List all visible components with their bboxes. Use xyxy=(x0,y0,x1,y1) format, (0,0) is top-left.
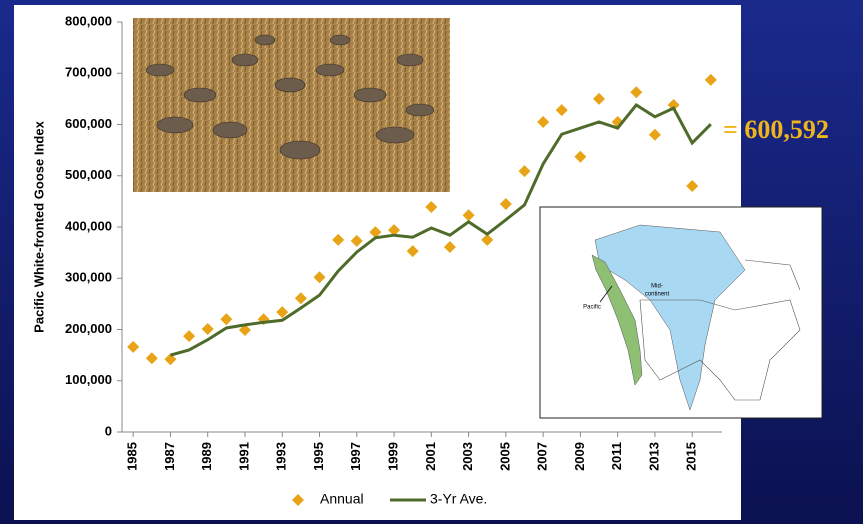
data-point xyxy=(201,322,214,335)
data-point xyxy=(406,245,419,258)
x-tick-label: 1993 xyxy=(274,442,289,471)
data-point xyxy=(332,233,345,246)
data-point xyxy=(238,324,251,337)
inset-map: Mid- continent Pacific xyxy=(539,206,823,419)
y-axis-label: Pacific White-fronted Goose Index xyxy=(31,120,46,332)
data-point xyxy=(537,115,550,128)
data-point xyxy=(164,353,177,366)
data-point xyxy=(686,180,699,192)
x-tick-label: 2011 xyxy=(609,442,624,470)
x-tick-label: 1985 xyxy=(125,442,140,471)
map-label: Mid- xyxy=(651,284,663,290)
data-point xyxy=(388,224,401,237)
data-point xyxy=(593,92,606,105)
x-tick-label: 1989 xyxy=(199,442,214,471)
data-point xyxy=(369,226,382,239)
data-point xyxy=(462,209,475,222)
data-point xyxy=(350,234,363,247)
data-point xyxy=(648,128,661,141)
x-tick-label: 1995 xyxy=(311,442,326,471)
x-tick-label: 1997 xyxy=(348,442,363,471)
x-tick-label: 2009 xyxy=(572,442,587,471)
data-point xyxy=(425,201,438,214)
data-point xyxy=(704,73,717,86)
data-point xyxy=(443,240,456,253)
map-label: Pacific xyxy=(583,305,601,311)
data-point xyxy=(276,306,289,319)
data-point xyxy=(294,292,307,305)
data-point xyxy=(555,104,568,117)
map-label: continent xyxy=(645,292,670,298)
data-point xyxy=(518,165,531,178)
data-point xyxy=(127,340,140,353)
y-tick-label: 200,000 xyxy=(65,321,112,336)
legend-marker xyxy=(292,494,304,506)
x-tick-label: 2001 xyxy=(423,442,438,471)
data-point xyxy=(481,233,494,246)
x-tick-label: 1991 xyxy=(236,442,251,471)
x-tick-label: 2005 xyxy=(497,442,512,471)
x-tick-label: 2015 xyxy=(684,442,699,471)
x-tick-label: 1987 xyxy=(162,442,177,471)
y-tick-label: 800,000 xyxy=(65,13,112,28)
y-tick-label: 500,000 xyxy=(65,167,112,182)
legend-label: Annual xyxy=(320,491,364,507)
y-tick-label: 300,000 xyxy=(65,270,112,285)
data-point xyxy=(630,86,643,99)
data-point xyxy=(574,150,587,163)
y-tick-label: 700,000 xyxy=(65,65,112,80)
series-line xyxy=(170,103,712,357)
data-point xyxy=(183,330,196,343)
y-tick-label: 600,000 xyxy=(65,116,112,131)
y-tick-label: 0 xyxy=(105,423,112,438)
y-tick-label: 400,000 xyxy=(65,218,112,233)
data-point xyxy=(313,271,326,284)
x-tick-label: 2007 xyxy=(535,442,550,471)
x-tick-label: 2003 xyxy=(460,442,475,471)
data-point xyxy=(145,352,158,365)
photo xyxy=(133,18,450,192)
legend-label: 3-Yr Ave. xyxy=(430,491,487,507)
x-tick-label: 2013 xyxy=(646,442,661,471)
data-point xyxy=(499,197,512,210)
data-point xyxy=(220,313,233,326)
x-tick-label: 1999 xyxy=(385,442,400,471)
y-tick-label: 100,000 xyxy=(65,372,112,387)
annotation: = 600,592 xyxy=(723,115,829,144)
